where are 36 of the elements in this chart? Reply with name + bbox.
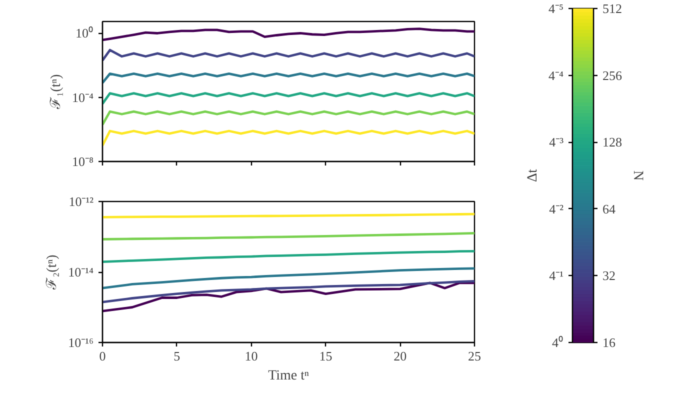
text: Δt (525, 168, 540, 182)
x-tick-label: 10 (244, 348, 258, 364)
text: 4⁰ (552, 335, 564, 350)
y-tick-label: 10⁻⁸ (72, 154, 94, 169)
x-tick-label: 20 (394, 348, 407, 364)
line-series (102, 48, 474, 62)
x-tick-label: 15 (319, 348, 332, 364)
text: 4⁻⁴ (548, 68, 564, 83)
text: 4⁻¹ (549, 268, 564, 284)
line-series (102, 232, 474, 240)
line-series (102, 250, 474, 263)
y-tick-label: 10⁰ (76, 26, 94, 41)
text: 512 (602, 1, 622, 16)
text: 16 (602, 335, 616, 350)
line-series (102, 267, 474, 290)
text: 128 (602, 134, 622, 150)
y-tick-label: 10⁻¹⁴ (68, 264, 94, 280)
y-tick-label: 10⁻¹⁶ (68, 335, 94, 350)
text: 256 (602, 68, 622, 83)
x-tick-label: 25 (468, 348, 481, 364)
text: 4⁻² (549, 201, 564, 216)
y-tick-label: 10⁻⁴ (72, 90, 94, 105)
text: 4⁻³ (549, 134, 564, 150)
x-axis-title: Time tⁿ (268, 368, 310, 384)
line-series (102, 28, 474, 42)
y-tick-label: 10⁻¹² (68, 194, 94, 209)
text: 4⁻⁵ (548, 1, 564, 16)
line-series (102, 282, 474, 312)
text: 64 (602, 201, 616, 216)
y-axis-title: ℱ₂(tⁿ) (45, 254, 60, 290)
x-tick-label: 5 (174, 348, 180, 364)
line-series (102, 280, 474, 304)
text: 32 (602, 268, 616, 284)
x-tick-label: 0 (99, 348, 106, 364)
text: N (630, 170, 645, 181)
y-axis-title: ℱ₁(tⁿ) (48, 74, 64, 110)
